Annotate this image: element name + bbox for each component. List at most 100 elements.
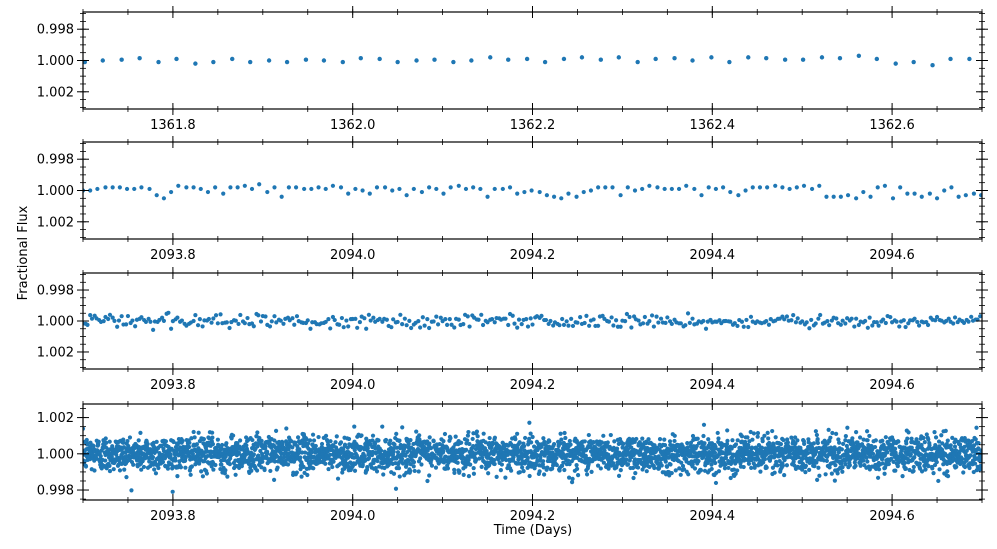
data-point <box>811 441 816 446</box>
data-point <box>665 315 670 320</box>
data-point <box>865 459 870 464</box>
data-point <box>209 320 214 325</box>
data-point <box>836 437 841 442</box>
data-point <box>647 464 652 469</box>
data-point <box>330 314 336 320</box>
data-point <box>728 319 733 324</box>
data-point <box>545 465 550 470</box>
x-tick-label: 2094.4 <box>690 248 736 263</box>
data-point <box>819 55 825 60</box>
data-point <box>441 439 446 444</box>
data-point <box>743 188 748 193</box>
data-point <box>395 450 401 455</box>
data-point <box>654 314 659 319</box>
data-point <box>715 430 720 436</box>
data-point <box>527 436 532 441</box>
data-point <box>939 433 944 438</box>
data-point <box>962 435 967 441</box>
data-point <box>874 56 880 62</box>
data-point <box>560 463 565 468</box>
data-point <box>527 420 532 425</box>
data-point <box>517 470 522 475</box>
data-point <box>550 466 555 471</box>
data-point <box>676 186 682 192</box>
data-point <box>325 439 330 444</box>
data-point <box>291 459 297 464</box>
data-point <box>377 316 382 321</box>
data-point <box>530 434 535 440</box>
data-point <box>831 194 836 199</box>
data-point <box>952 315 958 320</box>
data-point <box>110 315 115 320</box>
data-point <box>475 434 480 439</box>
data-point <box>603 185 608 190</box>
data-point <box>273 428 279 433</box>
data-point <box>925 322 931 328</box>
data-point <box>640 186 645 192</box>
data-point <box>399 456 405 461</box>
data-point <box>438 315 443 320</box>
data-point <box>624 457 629 462</box>
data-point <box>953 448 959 453</box>
data-point <box>566 475 572 480</box>
data-point <box>582 320 587 326</box>
data-point <box>419 189 425 195</box>
data-point <box>885 450 890 455</box>
x-tick-label: 2094.2 <box>510 248 556 263</box>
x-tick-label: 2094.0 <box>330 509 376 524</box>
data-point <box>204 471 209 476</box>
data-point <box>268 468 273 474</box>
data-point <box>365 446 370 451</box>
data-point <box>559 437 564 442</box>
data-point <box>561 460 566 465</box>
data-point <box>466 474 472 479</box>
data-point <box>208 449 213 454</box>
data-point <box>775 463 780 468</box>
data-point <box>543 317 549 323</box>
data-point <box>218 312 223 317</box>
x-tick-label: 2094.4 <box>690 509 736 524</box>
data-point <box>235 185 240 190</box>
data-point <box>761 460 766 465</box>
data-point <box>780 185 785 190</box>
data-point <box>466 457 471 463</box>
data-point <box>407 318 412 323</box>
data-point <box>672 438 677 444</box>
y-tick-label: 1.002 <box>37 411 74 426</box>
data-point <box>125 313 131 319</box>
data-point <box>309 450 314 455</box>
data-point <box>124 475 129 480</box>
data-point <box>636 318 641 323</box>
data-point <box>408 462 413 467</box>
data-point <box>492 320 497 325</box>
data-point <box>193 61 198 66</box>
data-point <box>442 431 448 437</box>
data-point <box>238 312 243 318</box>
data-point <box>434 314 439 319</box>
data-point <box>766 322 772 327</box>
data-point <box>156 465 161 471</box>
data-point <box>471 443 476 449</box>
data-point <box>427 473 432 478</box>
data-point <box>658 316 664 321</box>
data-point <box>224 320 229 325</box>
data-point <box>323 461 328 466</box>
data-point <box>85 442 90 447</box>
data-point <box>127 435 133 440</box>
data-point <box>679 460 684 465</box>
data-point <box>359 433 364 438</box>
data-point <box>574 466 580 472</box>
data-point <box>418 325 423 330</box>
data-point <box>755 430 761 436</box>
data-point <box>418 456 423 461</box>
data-point <box>311 438 317 443</box>
data-point <box>429 463 435 468</box>
data-point <box>605 440 610 445</box>
data-point <box>411 186 416 192</box>
data-point <box>967 56 972 62</box>
data-point <box>463 186 469 192</box>
data-point <box>971 443 977 448</box>
data-point <box>377 56 382 62</box>
data-point <box>803 463 809 468</box>
data-point <box>635 59 640 65</box>
